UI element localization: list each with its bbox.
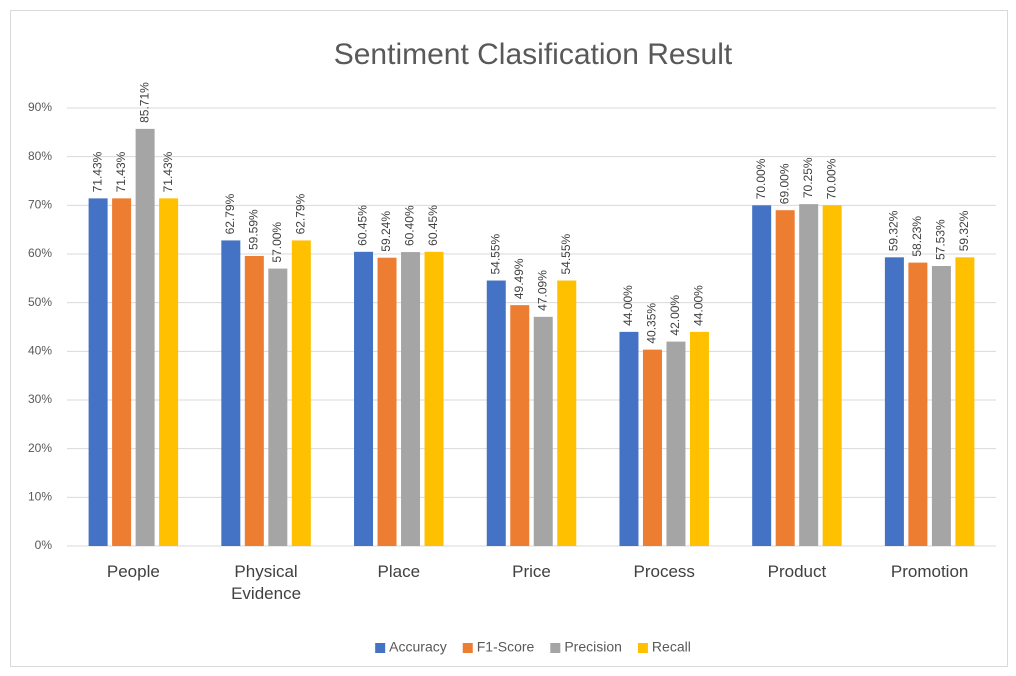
data-label: 71.43% [161, 151, 175, 192]
data-label: 69.00% [777, 163, 791, 204]
bar [424, 251, 444, 546]
bar [666, 341, 686, 546]
data-label: 59.32% [887, 210, 901, 251]
bar [752, 205, 772, 547]
bar [401, 252, 421, 546]
bar [931, 266, 951, 546]
data-label: 60.45% [426, 205, 440, 246]
bar [822, 205, 842, 547]
bar [955, 257, 975, 546]
x-tick-label: Process [633, 562, 695, 581]
bar [221, 240, 241, 546]
bar [268, 268, 288, 546]
y-tick-label: 90% [28, 100, 52, 114]
data-label: 47.09% [535, 270, 549, 311]
legend-swatch [550, 643, 561, 653]
data-label: 42.00% [668, 295, 682, 336]
legend-label: Recall [652, 639, 691, 655]
data-label: 49.49% [512, 258, 526, 299]
bar [135, 128, 155, 547]
bar [775, 210, 795, 546]
legend-swatch [462, 643, 473, 653]
data-label: 57.00% [270, 222, 284, 263]
bar [884, 257, 904, 546]
data-label: 40.35% [645, 303, 659, 344]
legend-label: Precision [564, 639, 622, 655]
y-tick-label: 60% [28, 246, 52, 260]
y-tick-label: 20% [28, 441, 52, 455]
legend-swatch [375, 643, 386, 653]
data-label: 85.71% [137, 82, 151, 123]
data-label: 70.25% [801, 157, 815, 198]
y-tick-label: 40% [28, 344, 52, 358]
data-label: 54.55% [488, 233, 502, 274]
data-label: 44.00% [621, 285, 635, 326]
bar [291, 240, 311, 546]
data-label: 57.53% [934, 219, 948, 260]
data-label: 58.23% [910, 216, 924, 257]
bar [88, 198, 108, 546]
bar [619, 331, 639, 546]
legend-swatch [637, 643, 648, 653]
bar [377, 257, 397, 546]
bar [354, 251, 374, 546]
chart-title: Sentiment Clasification Result [334, 38, 733, 71]
data-label: 62.79% [293, 193, 307, 234]
x-tick-label: People [106, 562, 160, 581]
bar [533, 316, 553, 546]
bar [486, 280, 506, 546]
bar [799, 204, 819, 546]
x-tick-label: Promotion [890, 562, 969, 581]
bar [112, 198, 132, 546]
data-label: 44.00% [692, 285, 706, 326]
y-tick-label: 30% [28, 392, 52, 406]
x-tick-label: Price [512, 562, 551, 581]
bar [689, 331, 709, 546]
legend-label: Accuracy [389, 639, 447, 655]
data-label: 59.59% [246, 209, 260, 250]
data-label: 71.43% [90, 151, 104, 192]
bar [557, 280, 577, 546]
bar [510, 305, 530, 546]
y-tick-label: 70% [28, 198, 52, 212]
y-tick-label: 10% [28, 490, 52, 504]
y-tick-label: 0% [35, 538, 53, 552]
y-tick-label: 50% [28, 295, 52, 309]
data-label: 60.40% [403, 205, 417, 246]
data-label: 70.00% [824, 158, 838, 199]
y-tick-label: 80% [28, 149, 52, 163]
data-label: 70.00% [754, 158, 768, 199]
x-tick-label: Place [377, 562, 421, 581]
data-label: 71.43% [114, 151, 128, 192]
data-label: 54.55% [559, 233, 573, 274]
bar [159, 198, 179, 546]
data-label: 59.32% [957, 210, 971, 251]
x-tick-label: Product [767, 562, 827, 581]
data-label: 59.24% [379, 211, 393, 252]
legend-label: F1-Score [477, 639, 535, 655]
data-label: 62.79% [223, 193, 237, 234]
x-tick-label: Physical Evidence [231, 562, 302, 603]
bar [908, 262, 928, 546]
bar [642, 349, 662, 546]
bar [244, 255, 264, 546]
data-label: 60.45% [356, 205, 370, 246]
